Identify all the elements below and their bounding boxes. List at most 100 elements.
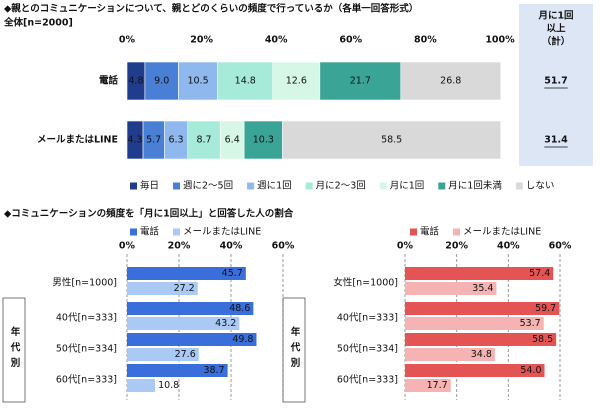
bar-segment — [187, 120, 221, 160]
group-box — [2, 297, 26, 403]
data-label: 12.6 — [286, 76, 307, 87]
legend-swatch — [305, 182, 313, 190]
bar — [405, 302, 560, 315]
x-tick-label: 40% — [220, 241, 243, 252]
legend-label: 月に1回 — [390, 181, 425, 192]
bar-segment — [243, 120, 283, 160]
data-label: 53.7 — [520, 318, 541, 329]
legend-label: 月に1回未満 — [448, 180, 502, 192]
legend-label: しない — [526, 181, 555, 192]
legend-label: 月に2～3回 — [316, 181, 366, 192]
x-tick-label: 40% — [265, 35, 288, 46]
x-tick-label: 60% — [339, 35, 362, 46]
group-label: 年代別 — [289, 326, 302, 373]
category-label: 電話 — [99, 75, 119, 87]
data-label: 54.0 — [520, 365, 541, 376]
category-label: メールまたはLINE — [37, 134, 118, 146]
bar — [405, 379, 451, 392]
data-label: 4.3 — [127, 135, 142, 146]
data-label: 57.4 — [529, 268, 550, 279]
data-label: 48.6 — [229, 303, 250, 314]
legend-label: 毎日 — [140, 180, 159, 192]
bar — [405, 282, 497, 295]
chart-title: ◆コミュニケーションの頻度を「月に1回以上」と回答した人の割合 — [4, 208, 294, 220]
bar — [405, 267, 554, 280]
bar-segment — [400, 61, 502, 101]
data-label: 8.7 — [196, 135, 211, 146]
data-label: 49.8 — [232, 334, 253, 345]
x-tick-label: 20% — [445, 241, 468, 252]
data-label: 58.5 — [381, 135, 402, 146]
data-label: 43.2 — [215, 318, 236, 329]
x-tick-label: 0% — [119, 35, 136, 46]
data-label: 26.8 — [440, 76, 461, 87]
legend-label: 電話 — [140, 226, 160, 238]
bar — [127, 379, 156, 392]
category-label: 60代[n=333] — [337, 375, 398, 386]
bar — [405, 348, 495, 361]
data-label: 10.5 — [187, 76, 208, 87]
bar — [127, 333, 257, 346]
data-label: 45.7 — [222, 268, 243, 279]
chart-subtitle: 全体[n=2000] — [3, 17, 73, 29]
data-label: 9.0 — [154, 76, 169, 87]
data-label: 6.4 — [225, 135, 240, 146]
group-box — [282, 297, 306, 403]
data-label: 27.2 — [174, 283, 195, 294]
category-label: 40代[n=333] — [56, 313, 117, 324]
bar — [127, 267, 246, 280]
category-label: 40代[n=333] — [337, 313, 398, 324]
x-tick-label: 60% — [272, 241, 295, 252]
category-label: 60代[n=333] — [56, 375, 117, 386]
legend-swatch — [130, 228, 137, 236]
legend-label: 週に2～5回 — [183, 180, 233, 192]
category-label: 50代[n=334] — [56, 344, 117, 355]
legend-swatch — [173, 182, 181, 190]
x-tick-label: 40% — [497, 241, 520, 252]
total-value: 31.4 — [544, 135, 568, 146]
bar — [127, 317, 240, 330]
x-tick-label: 100% — [485, 35, 515, 46]
total-header: 月に1回 — [537, 11, 573, 22]
bar-segment — [144, 61, 179, 101]
legend-label: 週に1回 — [257, 180, 292, 192]
bar — [127, 348, 199, 361]
bar — [405, 333, 557, 346]
legend-swatch — [453, 228, 461, 236]
bar-segment — [272, 61, 321, 101]
data-label: 6.3 — [168, 135, 183, 146]
data-label: 27.6 — [175, 349, 196, 360]
bar — [127, 364, 228, 377]
category-label: 男性[n=1000] — [52, 277, 117, 289]
chart-title: ◆親とのコミュニケーションについて、親とどのくらいの頻度で行っているか（各単一回… — [4, 3, 418, 15]
legend-swatch — [247, 182, 255, 190]
bar — [405, 317, 544, 330]
data-label: 10.3 — [253, 135, 274, 146]
data-label: 17.7 — [427, 380, 448, 391]
data-label: 58.5 — [532, 334, 553, 345]
legend-label: メールまたはLINE — [183, 227, 261, 238]
data-label: 14.8 — [235, 76, 256, 87]
x-tick-label: 20% — [190, 35, 213, 46]
legend-swatch — [410, 228, 417, 236]
data-label: 21.7 — [350, 76, 371, 87]
legend-swatch — [379, 182, 387, 190]
legend-swatch — [173, 228, 181, 236]
bar-segment — [319, 61, 402, 101]
legend-label: 電話 — [420, 226, 440, 238]
legend-swatch — [130, 182, 137, 190]
legend-swatch — [515, 182, 523, 190]
total-header: 以上 — [546, 23, 566, 35]
total-value: 51.7 — [544, 76, 567, 87]
x-tick-label: 20% — [168, 241, 191, 252]
legend-swatch — [438, 182, 446, 190]
data-label: 35.4 — [472, 283, 493, 294]
x-tick-label: 0% — [119, 241, 136, 252]
data-label: 38.7 — [203, 365, 224, 376]
data-label: 4.8 — [128, 76, 143, 87]
bar — [127, 302, 254, 315]
category-label: 女性[n=1000] — [333, 277, 398, 289]
data-label: 59.7 — [535, 303, 556, 314]
x-tick-label: 80% — [414, 35, 437, 46]
